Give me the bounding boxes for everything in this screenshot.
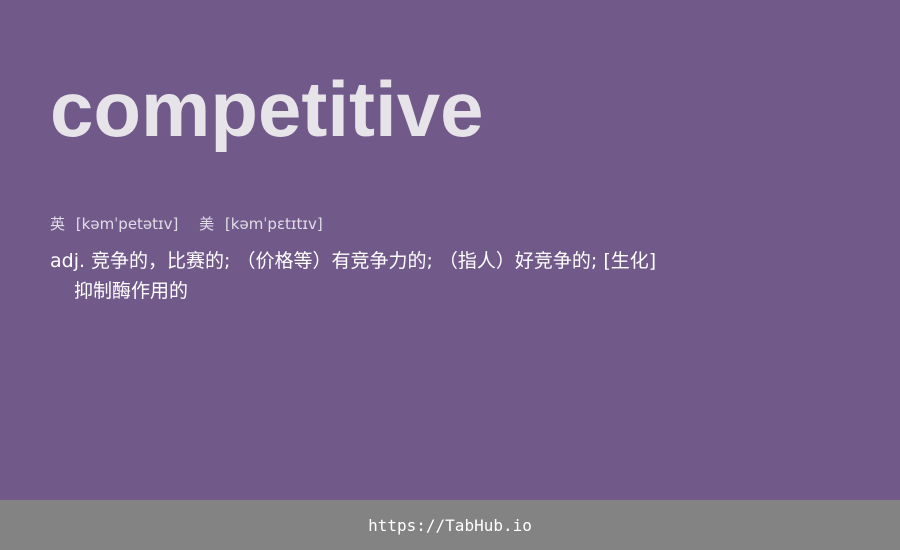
phonetic-us: 美 [kəmˈpɛtɪtɪv] xyxy=(199,213,323,234)
headword: competitive xyxy=(50,65,484,153)
phonetic-us-ipa: [kəmˈpɛtɪtɪv] xyxy=(224,215,323,233)
tabhub-link[interactable]: https://TabHub.io xyxy=(368,515,532,535)
phonetic-us-lang: 美 xyxy=(199,215,215,233)
phonetic-uk-ipa: [kəmˈpetətɪv] xyxy=(75,215,179,233)
phonetic-uk-lang: 英 xyxy=(50,215,66,233)
phonetic-uk: 英 [kəmˈpetətɪv] xyxy=(50,213,178,234)
definition-line-2: 抑制酶作用的 xyxy=(74,280,189,302)
definition: adj. 竞争的，比赛的; （价格等）有竞争力的; （指人）好竞争的; [生化] … xyxy=(50,246,690,306)
definition-line-1: 竞争的，比赛的; （价格等）有竞争力的; （指人）好竞争的; [生化] xyxy=(91,250,657,272)
part-of-speech: adj. xyxy=(50,250,86,272)
word-card: competitive 英 [kəmˈpetətɪv] 美 [kəmˈpɛtɪt… xyxy=(50,65,690,306)
phonetics-row: 英 [kəmˈpetətɪv] 美 [kəmˈpɛtɪtɪv] xyxy=(50,213,339,234)
footer-bar: https://TabHub.io xyxy=(0,500,900,550)
